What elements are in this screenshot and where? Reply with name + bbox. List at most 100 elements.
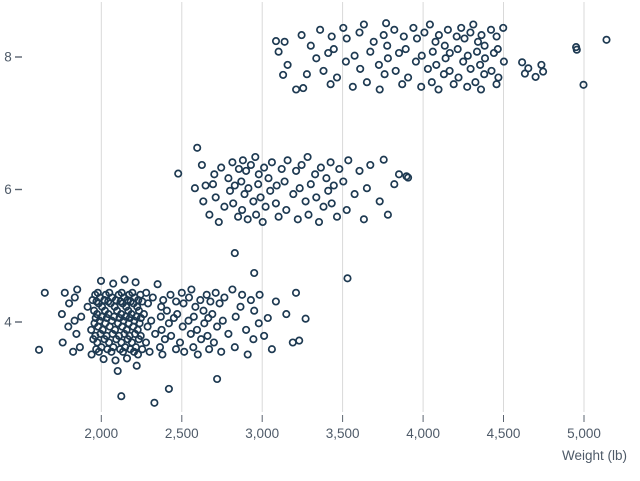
data-point — [431, 37, 440, 46]
data-point — [266, 186, 275, 195]
data-point — [213, 322, 222, 331]
data-point — [166, 290, 175, 299]
data-point — [230, 181, 239, 190]
data-point — [214, 217, 223, 227]
data-point — [432, 60, 441, 69]
data-point — [230, 343, 239, 352]
data-point — [220, 293, 229, 302]
data-point — [238, 205, 247, 215]
data-point — [342, 34, 351, 43]
data-point — [417, 51, 426, 60]
data-point — [492, 80, 501, 89]
data-point — [155, 343, 165, 352]
data-point — [231, 312, 240, 321]
data-point — [157, 325, 166, 334]
data-point — [316, 163, 325, 172]
data-point — [401, 45, 410, 54]
data-point — [65, 299, 74, 308]
data-point — [203, 331, 212, 340]
data-point — [132, 361, 141, 370]
data-point — [260, 331, 269, 340]
data-point — [445, 66, 454, 75]
data-point — [93, 338, 102, 347]
data-point — [301, 197, 310, 206]
data-point — [537, 60, 546, 69]
data-point — [69, 347, 78, 356]
data-point — [70, 316, 79, 325]
data-point — [476, 85, 486, 94]
data-point — [355, 28, 364, 37]
data-point — [399, 32, 408, 41]
data-point — [499, 57, 508, 66]
data-point — [237, 177, 246, 186]
data-point — [463, 51, 472, 60]
data-point — [171, 345, 181, 354]
data-point — [366, 160, 375, 170]
data-point — [335, 164, 344, 174]
data-point — [111, 356, 120, 365]
data-point — [192, 325, 202, 334]
data-point — [301, 314, 310, 323]
data-point — [283, 60, 292, 69]
data-point — [356, 64, 365, 73]
data-point — [289, 190, 298, 199]
data-point — [229, 199, 238, 208]
data-point — [250, 306, 259, 315]
data-point — [205, 210, 214, 219]
data-point — [234, 164, 243, 174]
data-point — [249, 335, 258, 344]
data-point — [312, 54, 321, 63]
data-point — [210, 170, 219, 179]
data-point — [303, 152, 312, 162]
data-point — [295, 336, 304, 345]
data-point — [167, 331, 176, 340]
data-point — [258, 217, 267, 227]
data-point — [398, 80, 407, 89]
data-point — [314, 217, 324, 227]
data-point — [208, 180, 218, 189]
data-point — [326, 80, 335, 89]
data-point — [172, 297, 181, 306]
data-point — [457, 23, 466, 32]
data-point — [306, 41, 315, 50]
data-point — [189, 312, 198, 321]
y-tick-label: 8 — [4, 50, 12, 65]
data-point — [224, 174, 233, 183]
data-point — [425, 20, 434, 29]
data-point — [379, 31, 388, 40]
data-point — [362, 184, 371, 193]
data-point — [394, 48, 404, 58]
data-point — [243, 350, 252, 359]
data-point — [175, 338, 185, 347]
x-tick-label: 4,000 — [406, 426, 440, 441]
x-tick-label: 3,000 — [245, 426, 279, 441]
data-point — [343, 274, 352, 283]
data-point — [251, 152, 260, 162]
data-point — [524, 64, 533, 73]
data-point — [480, 54, 490, 63]
data-point — [342, 205, 351, 215]
data-point — [383, 210, 392, 219]
data-point — [240, 190, 249, 199]
data-point — [263, 313, 272, 323]
data-point — [375, 197, 384, 206]
data-point — [383, 54, 392, 63]
x-tick-label: 5,000 — [567, 426, 601, 441]
data-point — [98, 325, 107, 334]
data-point — [120, 275, 129, 284]
data-point — [391, 66, 400, 75]
data-point — [159, 296, 168, 305]
data-point — [480, 70, 489, 79]
data-point — [375, 85, 384, 94]
data-point — [178, 322, 187, 331]
data-point — [299, 84, 308, 93]
data-point — [209, 338, 218, 347]
data-point — [327, 32, 336, 41]
data-point — [58, 338, 67, 347]
data-point — [205, 345, 214, 354]
data-point — [380, 70, 389, 79]
data-point — [228, 158, 237, 167]
data-point — [322, 174, 331, 183]
data-point — [579, 80, 588, 89]
data-point — [326, 158, 335, 167]
